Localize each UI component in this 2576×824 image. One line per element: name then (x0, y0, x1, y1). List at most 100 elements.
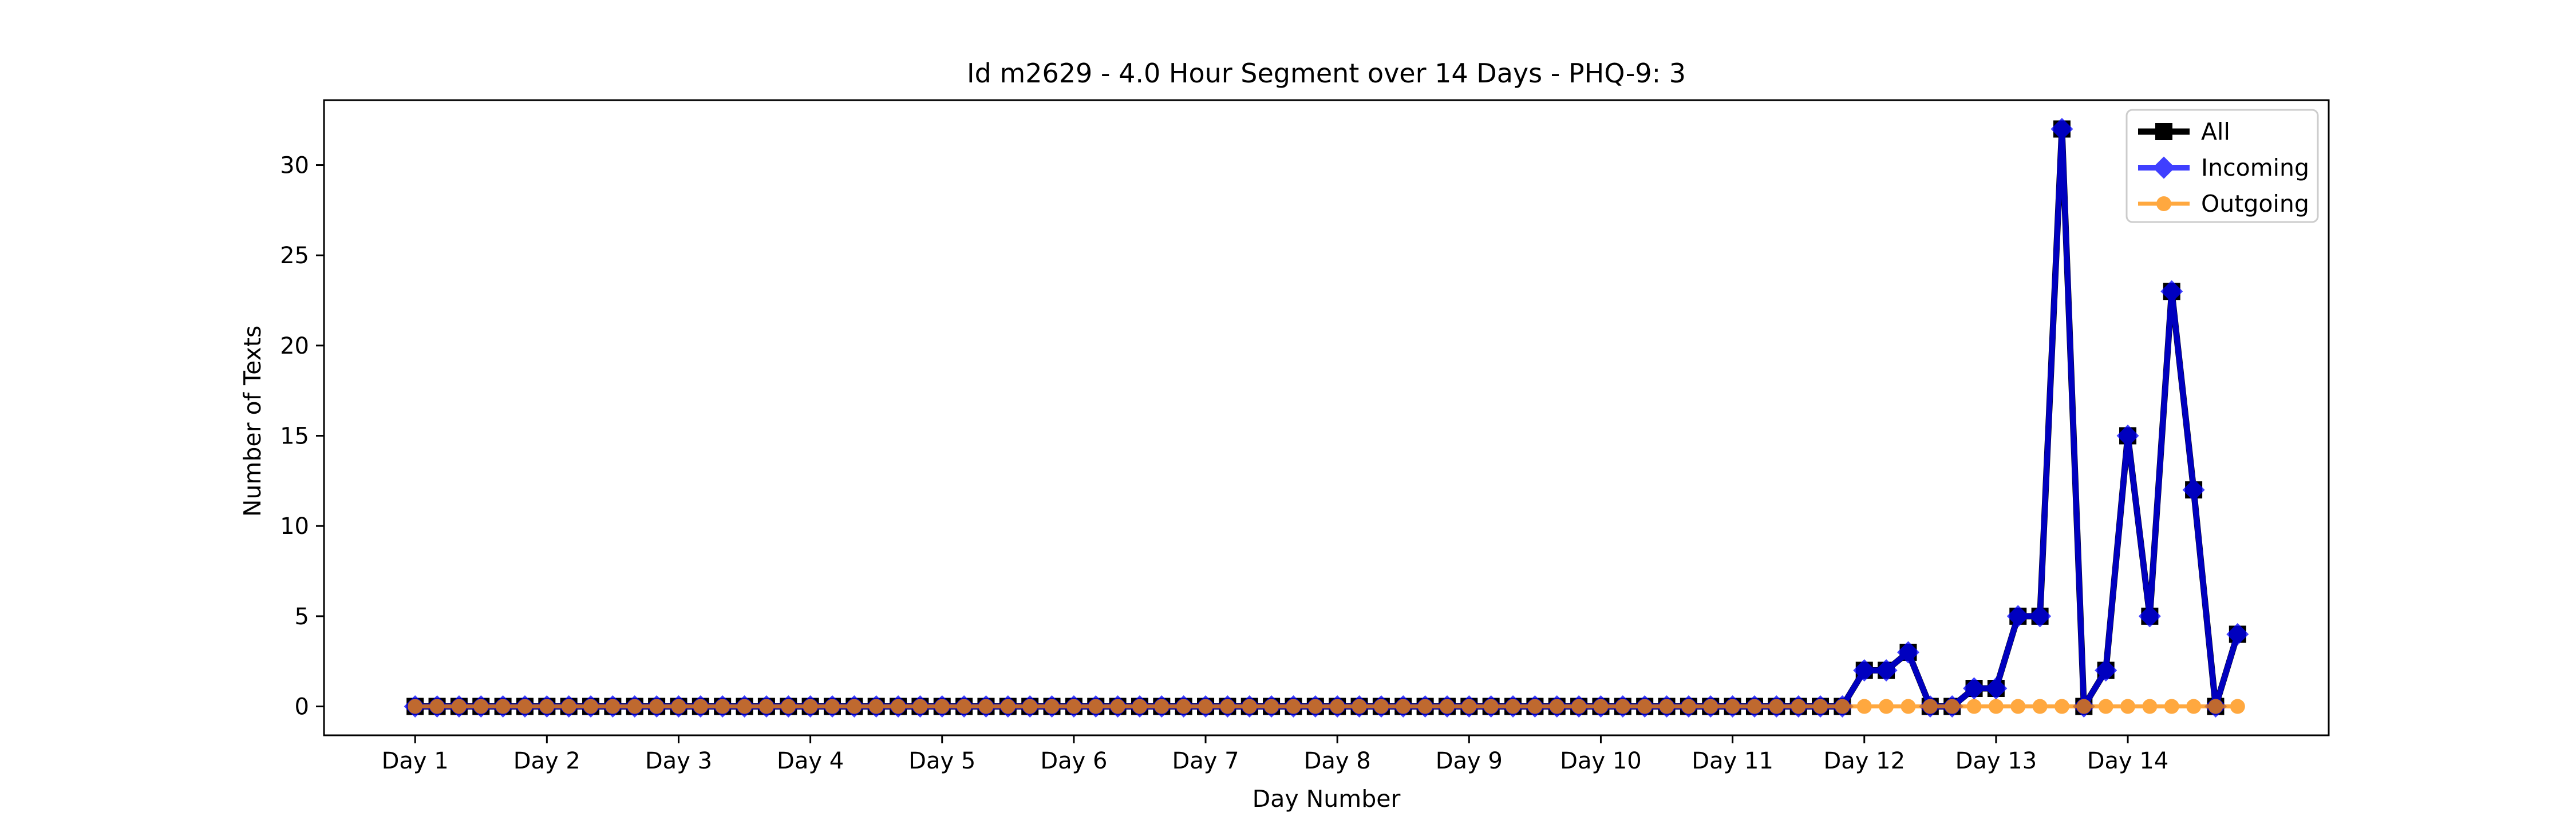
data-point (1088, 699, 1104, 714)
data-point (671, 699, 686, 714)
legend: All Incoming Outgoing (2125, 109, 2319, 223)
data-point (934, 699, 950, 714)
data-point (2182, 478, 2205, 501)
data-point (2054, 699, 2069, 714)
data-point (1483, 699, 1499, 714)
data-point (1659, 699, 1674, 714)
data-point (1307, 699, 1323, 714)
data-point (2138, 605, 2161, 628)
data-point (1637, 699, 1653, 714)
data-point (495, 699, 511, 714)
data-point (1549, 699, 1564, 714)
data-point (2208, 699, 2223, 714)
data-point (693, 699, 708, 714)
data-point (1988, 699, 2004, 714)
y-tick-label: 15 (280, 423, 309, 450)
data-point (868, 699, 884, 714)
data-point (1132, 699, 1147, 714)
data-point (473, 699, 489, 714)
data-point (1352, 699, 1367, 714)
x-tick-label: Day 11 (1692, 748, 1773, 774)
data-point (1571, 699, 1587, 714)
x-tick-label: Day 2 (513, 748, 580, 774)
data-point (824, 699, 840, 714)
y-axis-ticks: 0 5 10 15 20 25 30 (280, 153, 324, 720)
data-point (1813, 699, 1828, 714)
data-point (781, 699, 796, 714)
x-tick-label: Day 1 (382, 748, 449, 774)
data-point (758, 699, 774, 714)
data-point (1963, 677, 1986, 700)
data-point (1417, 699, 1433, 714)
data-point (1110, 699, 1125, 714)
data-point (2230, 699, 2245, 714)
x-tick-label: Day 13 (1955, 748, 2037, 774)
series-line (415, 125, 2241, 710)
data-point (2120, 699, 2136, 714)
data-point (1985, 677, 2008, 700)
data-point (1022, 699, 1038, 714)
data-point (583, 699, 599, 714)
y-tick-label: 30 (280, 153, 309, 179)
data-point (2010, 699, 2026, 714)
x-axis-ticks: Day 1 Day 2 Day 3 Day 4 Day 5 Day 6 Day 7 Day 8… (382, 735, 2168, 774)
data-point (561, 699, 576, 714)
data-point (605, 699, 621, 714)
data-point (1897, 641, 1919, 664)
x-tick-label: Day 9 (1436, 748, 1503, 774)
data-point (1853, 659, 1876, 682)
data-point (2006, 605, 2029, 628)
legend-item (2138, 156, 2190, 179)
data-point (803, 699, 818, 714)
data-point (2032, 699, 2048, 714)
y-tick-label: 10 (280, 513, 309, 540)
data-point (1875, 659, 1898, 682)
x-axis-label: Day Number (1253, 785, 1401, 813)
data-point (1198, 699, 1214, 714)
data-point (2186, 699, 2202, 714)
data-point (2226, 623, 2249, 645)
legend-marker (2156, 196, 2171, 211)
data-point (1396, 699, 1411, 714)
data-point (517, 699, 532, 714)
data-point (408, 699, 423, 714)
x-tick-label: Day 7 (1172, 748, 1239, 774)
series-outgoing (408, 699, 2245, 714)
plot-frame (323, 99, 2330, 736)
data-point (1000, 699, 1016, 714)
data-point (1439, 699, 1455, 714)
legend-marker (2152, 156, 2175, 179)
data-point (2050, 117, 2073, 140)
data-point (957, 699, 972, 714)
data-point (1461, 699, 1477, 714)
data-point (2029, 605, 2052, 628)
legend-marker (2155, 123, 2172, 140)
data-point (1615, 699, 1630, 714)
data-point (737, 699, 752, 714)
x-tick-label: Day 8 (1304, 748, 1371, 774)
data-point (1506, 699, 1521, 714)
data-point (1791, 699, 1806, 714)
y-tick-label: 0 (295, 694, 309, 720)
data-point (1286, 699, 1301, 714)
legend-label: All (2201, 118, 2230, 145)
x-tick-label: Day 4 (777, 748, 844, 774)
x-tick-label: Day 5 (908, 748, 975, 774)
data-point (1066, 699, 1081, 714)
legend-box (2125, 109, 2319, 223)
x-tick-label: Day 6 (1040, 748, 1107, 774)
y-tick-label: 25 (280, 243, 309, 269)
data-point (1922, 699, 1938, 714)
data-point (715, 699, 730, 714)
data-point (2098, 699, 2113, 714)
data-point (978, 699, 994, 714)
data-point (1879, 699, 1894, 714)
data-point (2116, 425, 2139, 447)
plot-series (404, 117, 2249, 718)
series-incoming (404, 117, 2249, 718)
data-point (1593, 699, 1609, 714)
data-point (1945, 699, 1960, 714)
data-point (1901, 699, 1916, 714)
legend-item (2138, 123, 2190, 140)
